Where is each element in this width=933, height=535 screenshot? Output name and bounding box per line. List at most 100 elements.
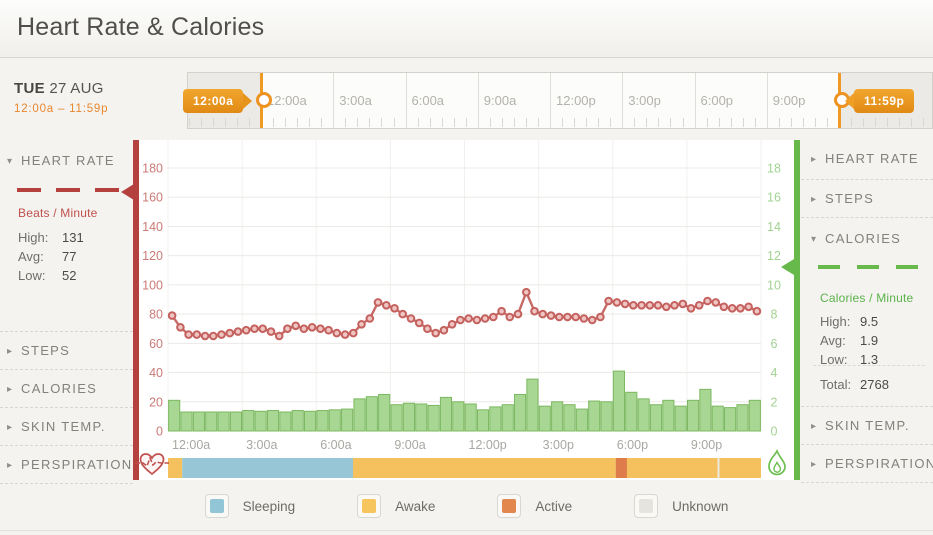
heart-rate-point: [283, 324, 292, 333]
heart-rate-point: [579, 314, 589, 323]
heart-rate-point: [307, 323, 317, 332]
calories-bar: [575, 408, 588, 432]
heart-rate-point: [365, 314, 375, 323]
calories-bar: [563, 404, 576, 432]
heart-rate-point: [414, 318, 424, 328]
x-axis-tick: 6:00p: [617, 438, 648, 452]
heart-rate-point: [258, 324, 267, 333]
heart-rate-axis-bar: [133, 140, 139, 480]
x-axis-tick: 9:00p: [691, 438, 722, 452]
sidebar-item-steps[interactable]: ▸ STEPS: [801, 179, 933, 218]
left-y-axis-tick: 140: [142, 220, 163, 234]
calories-bar: [291, 410, 304, 432]
timeline-tick: [489, 118, 491, 127]
calories-bar: [180, 411, 193, 432]
heart-pulse-icon: [135, 453, 169, 476]
timeline-tick: [297, 118, 299, 127]
sidebar-item-perspiration[interactable]: ▸ PERSPIRATION: [801, 444, 933, 483]
heart-rate-point: [662, 302, 671, 312]
heart-rate-point: [184, 330, 193, 339]
calories-bar: [674, 405, 687, 432]
timeline-tick: [923, 118, 925, 127]
timeline-tick: [501, 118, 503, 127]
right-sidebar: ▸ HEART RATE ▸ STEPS ▾ CALORIES Calories / …: [801, 140, 933, 483]
heart-rate-point: [645, 301, 655, 310]
heart-rate-avg: Avg: 77: [18, 249, 77, 264]
heart-rate-point: [752, 306, 762, 316]
calories-bar: [724, 407, 737, 432]
sidebar-item-skin-temp[interactable]: ▸ SKIN TEMP.: [0, 407, 133, 446]
flame-icon: [768, 449, 786, 476]
calories-unit: Calories / Minute: [820, 291, 914, 305]
calories-bar: [205, 411, 218, 432]
sidebar-item-perspiration[interactable]: ▸ PERSPIRATION: [0, 445, 133, 484]
calories-bar: [538, 405, 551, 432]
timeline-tick-label: 6:00p: [700, 93, 734, 108]
right-y-axis-tick: 10: [767, 278, 781, 292]
timeline-tick: [188, 118, 190, 127]
right-y-axis-tick: 0: [771, 425, 778, 439]
heart-rate-point: [587, 315, 597, 325]
timeline-start-handle[interactable]: [256, 92, 272, 108]
heart-rate-point: [472, 315, 482, 325]
heart-rate-point: [546, 311, 556, 320]
timeline-start-tag[interactable]: 12:00a: [183, 89, 253, 113]
heart-rate-point: [373, 298, 383, 307]
date-line: TUE 27 AUG: [14, 80, 164, 97]
timeline-tick: [598, 118, 600, 127]
timeline-gridline: [766, 73, 768, 128]
calories-bar: [649, 404, 663, 432]
heart-rate-point: [357, 320, 366, 329]
calories-bar: [365, 396, 378, 432]
heart-rate-point: [620, 299, 630, 309]
timeline-tick: [586, 118, 588, 127]
heart-rate-point: [299, 324, 309, 333]
heart-rate-point: [316, 324, 325, 333]
legend-item-awake: Awake: [357, 494, 435, 518]
timeline-tick: [538, 118, 539, 127]
heart-rate-point: [192, 330, 202, 339]
divider: [0, 483, 133, 484]
sidebar-item-steps[interactable]: ▸ STEPS: [0, 331, 133, 370]
left-y-axis-tick: 120: [142, 249, 163, 263]
heart-rate-point: [200, 331, 210, 341]
timeline-tick: [236, 118, 238, 127]
sidebar-item-calories[interactable]: ▾ CALORIES: [811, 231, 902, 246]
heart-rate-point: [456, 315, 465, 325]
calories-bar: [662, 399, 675, 432]
timeline-tick: [441, 118, 443, 127]
timeline-tick-label: 12:00a: [267, 93, 307, 108]
heart-rate-point: [176, 323, 185, 332]
timeline-tick: [730, 118, 732, 127]
heart-rate-point: [266, 327, 276, 336]
calories-bar: [526, 378, 539, 432]
sidebar-item-heart-rate[interactable]: ▾ HEART RATE: [7, 153, 115, 168]
left-y-axis-tick: 0: [156, 425, 163, 439]
activity-band-awake: [353, 458, 616, 478]
timeline-tick: [899, 118, 901, 127]
heart-rate-point: [694, 301, 704, 310]
timeline-gridline: [694, 73, 696, 128]
page-title: Heart Rate & Calories: [17, 13, 265, 41]
timeline-tick: [574, 118, 576, 127]
heart-rate-point: [711, 298, 721, 307]
sidebar-item-skin-temp[interactable]: ▸ SKIN TEMP.: [801, 406, 933, 445]
timeline-tick: [827, 118, 828, 127]
sidebar-item-calories[interactable]: ▸ CALORIES: [0, 369, 133, 408]
calories-bar: [217, 411, 230, 432]
calories-bar: [266, 410, 280, 432]
calories-bar: [551, 401, 564, 432]
heart-rate-point: [571, 312, 581, 322]
calories-bar: [711, 405, 724, 432]
calories-bar: [439, 396, 453, 432]
calories-section: ▾ CALORIES Calories / Minute High: 9.5 Avg…: [801, 217, 933, 407]
timeline-tick: [646, 118, 648, 127]
heart-rate-point: [464, 314, 473, 323]
x-axis-tick: 9:00a: [394, 438, 425, 452]
heart-rate-point: [241, 325, 251, 335]
sidebar-item-heart-rate[interactable]: ▸ HEART RATE: [804, 140, 919, 178]
timeline-end-tag[interactable]: 11:59p: [844, 89, 915, 113]
timeline-slider[interactable]: 12:00a 3:00a 6:00a 9:00a 12:00p 3:00p 6:00p 9:0…: [183, 72, 933, 129]
right-y-axis-tick: 2: [771, 395, 778, 409]
